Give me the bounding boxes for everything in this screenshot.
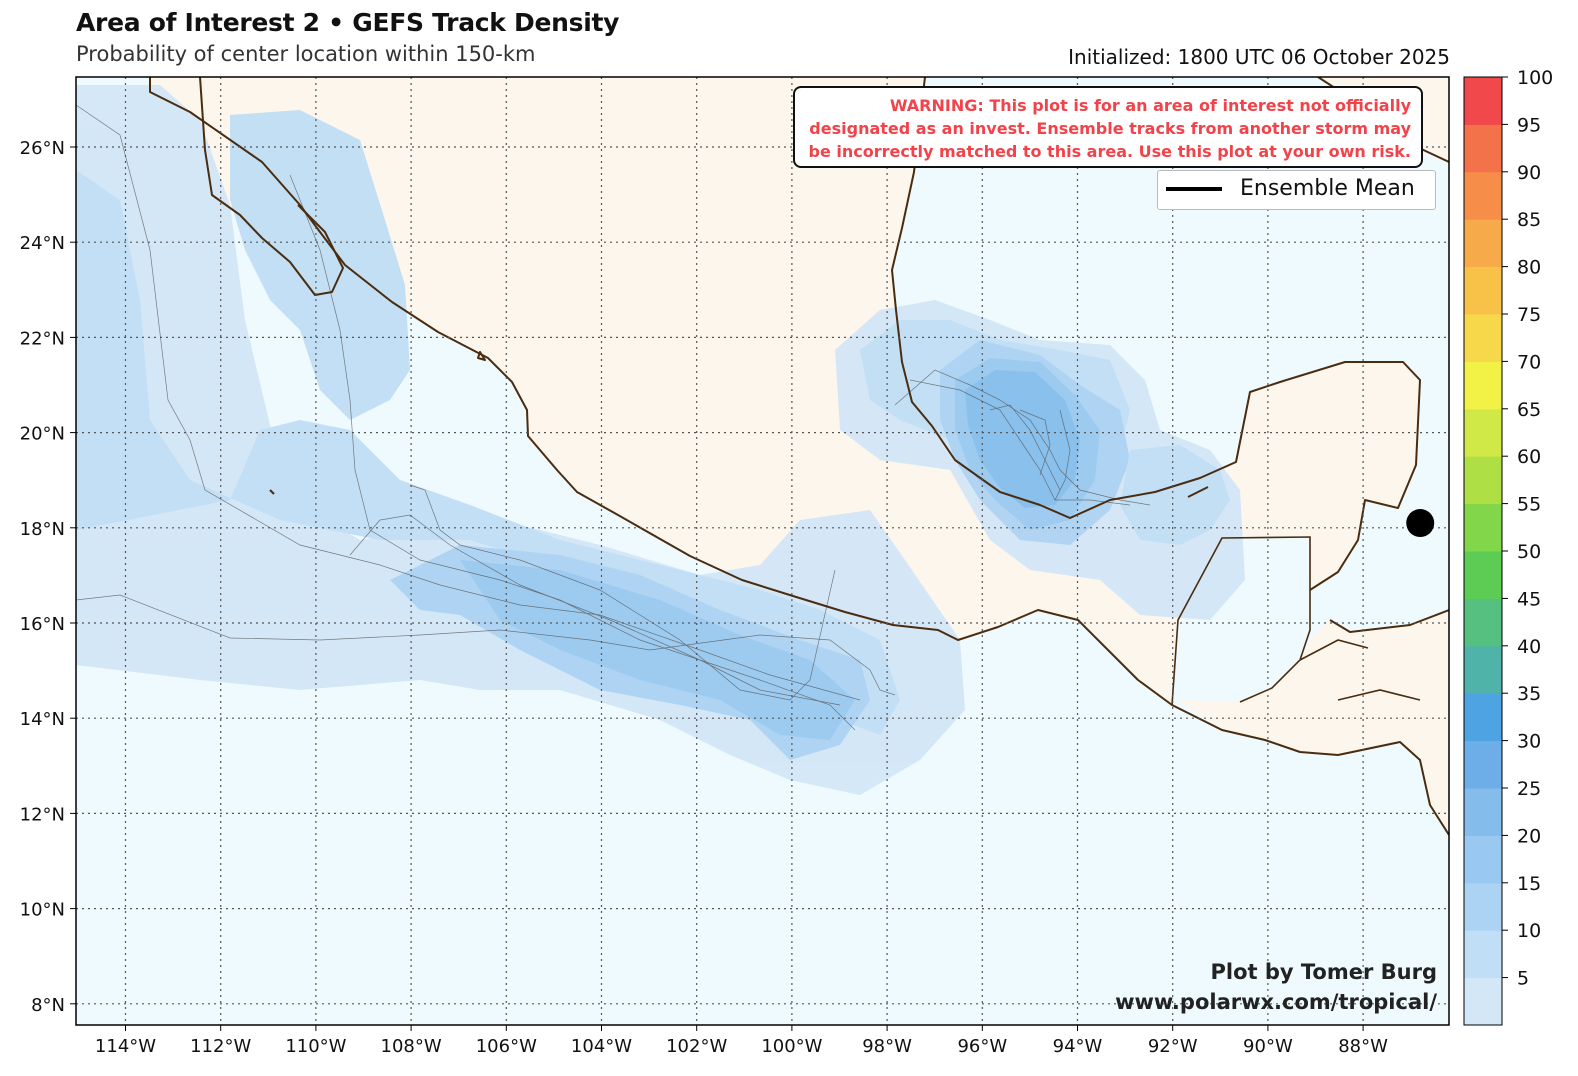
colorbar-tick-label: 5 [1517, 968, 1529, 990]
legend-line-swatch [1166, 187, 1222, 191]
map-panel [76, 77, 1449, 1025]
lon-tick-label: 106°W [476, 1036, 537, 1057]
country-borders [1171, 536, 1421, 706]
map-frame [75, 76, 1450, 1026]
lon-tick-label: 98°W [862, 1036, 912, 1057]
colorbar-segment [1464, 693, 1502, 742]
lon-tick-label: 102°W [666, 1036, 727, 1057]
colorbar-tick-label: 95 [1517, 114, 1541, 136]
lat-tick-label: 16°N [20, 614, 65, 635]
colorbar-segment [1464, 930, 1502, 979]
lon-tick-label: 108°W [381, 1036, 442, 1057]
ensemble-member-tracks [76, 104, 1151, 731]
lon-tick-label: 112°W [190, 1036, 251, 1057]
latitude-tick-labels: 26°N 24°N 22°N 20°N 18°N 16°N 14°N 12°N 10°N 8°N [20, 138, 76, 1016]
colorbar-segment [1464, 124, 1502, 173]
lat-tick-label: 18°N [20, 519, 65, 540]
warning-line-2: designated as an invest. Ensemble tracks… [809, 119, 1411, 138]
colorbar-segment [1464, 77, 1502, 125]
colorbar-segment [1464, 788, 1502, 836]
colorbar-tick-label: 20 [1517, 825, 1541, 847]
colorbar-segment [1464, 503, 1502, 552]
gridlines [76, 77, 1449, 1025]
credit-author: Plot by Tomer Burg [1210, 960, 1438, 984]
colorbar-tick-label: 60 [1517, 446, 1541, 468]
lon-tick-label: 88°W [1338, 1036, 1388, 1057]
colorbar-tick-label: 45 [1517, 588, 1541, 610]
colorbar-tick-label: 70 [1517, 351, 1541, 373]
lat-tick-label: 12°N [20, 804, 65, 825]
colorbar-segment [1464, 456, 1502, 505]
lon-tick-label: 110°W [285, 1036, 346, 1057]
current-position-marker [1406, 509, 1435, 538]
colorbar-tick-label: 50 [1517, 541, 1541, 563]
colorbar-tick-label: 75 [1517, 304, 1541, 326]
lat-tick-label: 14°N [20, 709, 65, 730]
lon-tick-label: 94°W [1053, 1036, 1103, 1057]
colorbar-tick-label: 65 [1517, 399, 1541, 421]
colorbar-tick-label: 90 [1517, 162, 1541, 184]
colorbar-segment [1464, 882, 1502, 931]
colorbar-tick-label: 40 [1517, 636, 1541, 658]
lon-tick-label: 90°W [1243, 1036, 1293, 1057]
colorbar-segment [1464, 645, 1502, 694]
colorbar-tick-label: 55 [1517, 494, 1541, 516]
colorbar: 5 10 15 20 25 30 35 40 45 50 55 60 65 70 75 80 85 90 95 100 [1463, 67, 1553, 1026]
lat-tick-label: 10°N [20, 900, 65, 921]
colorbar-tick-label: 100 [1517, 67, 1553, 89]
chart-subtitle: Probability of center location within 15… [76, 42, 536, 66]
colorbar-tick-label: 10 [1517, 920, 1541, 942]
legend-label: Ensemble Mean [1240, 176, 1415, 201]
colorbar-segment [1464, 219, 1502, 268]
colorbar-segment [1464, 408, 1502, 457]
credit-url: www.polarwx.com/tropical/ [1115, 990, 1437, 1014]
lon-tick-label: 104°W [571, 1036, 632, 1057]
colorbar-segment [1464, 551, 1502, 599]
warning-line-3: be incorrectly matched to this area. Use… [808, 142, 1412, 161]
warning-box: WARNING: This plot is for an area of int… [793, 86, 1423, 168]
lat-tick-label: 8°N [31, 995, 65, 1016]
lon-tick-label: 92°W [1148, 1036, 1198, 1057]
track-density-shading [76, 85, 1245, 795]
colorbar-tick-label: 25 [1517, 778, 1541, 800]
lat-tick-label: 20°N [20, 424, 65, 445]
lat-tick-label: 26°N [20, 138, 65, 159]
colorbar-segment [1464, 977, 1502, 1026]
lat-tick-label: 24°N [20, 233, 65, 254]
lon-tick-label: 114°W [95, 1036, 156, 1057]
colorbar-segment [1464, 314, 1502, 362]
initialized-time: Initialized: 1800 UTC 06 October 2025 [1068, 45, 1450, 69]
colorbar-segment [1464, 266, 1502, 315]
colorbar-tick-label: 80 [1517, 257, 1541, 279]
coastlines [149, 77, 1449, 836]
colorbar-tick-label: 15 [1517, 873, 1541, 895]
chart-title: Area of Interest 2 • GEFS Track Density [76, 8, 620, 37]
colorbar-segment [1464, 361, 1502, 410]
lat-tick-label: 22°N [20, 328, 65, 349]
colorbar-segment [1464, 740, 1502, 789]
longitude-tick-labels: 114°W 112°W 110°W 108°W 106°W 104°W 102°W 100°W… [95, 1025, 1388, 1057]
colorbar-tick-label: 85 [1517, 209, 1541, 231]
colorbar-segment [1464, 835, 1502, 884]
colorbar-segment [1464, 171, 1502, 220]
colorbar-tick-label: 30 [1517, 731, 1541, 753]
lon-tick-label: 96°W [957, 1036, 1007, 1057]
land-central-america [1178, 610, 1449, 835]
warning-line-1: WARNING: This plot is for an area of int… [889, 96, 1411, 115]
legend: Ensemble Mean [1157, 170, 1436, 210]
lon-tick-label: 100°W [761, 1036, 822, 1057]
colorbar-tick-label: 35 [1517, 683, 1541, 705]
colorbar-segment [1464, 598, 1502, 647]
